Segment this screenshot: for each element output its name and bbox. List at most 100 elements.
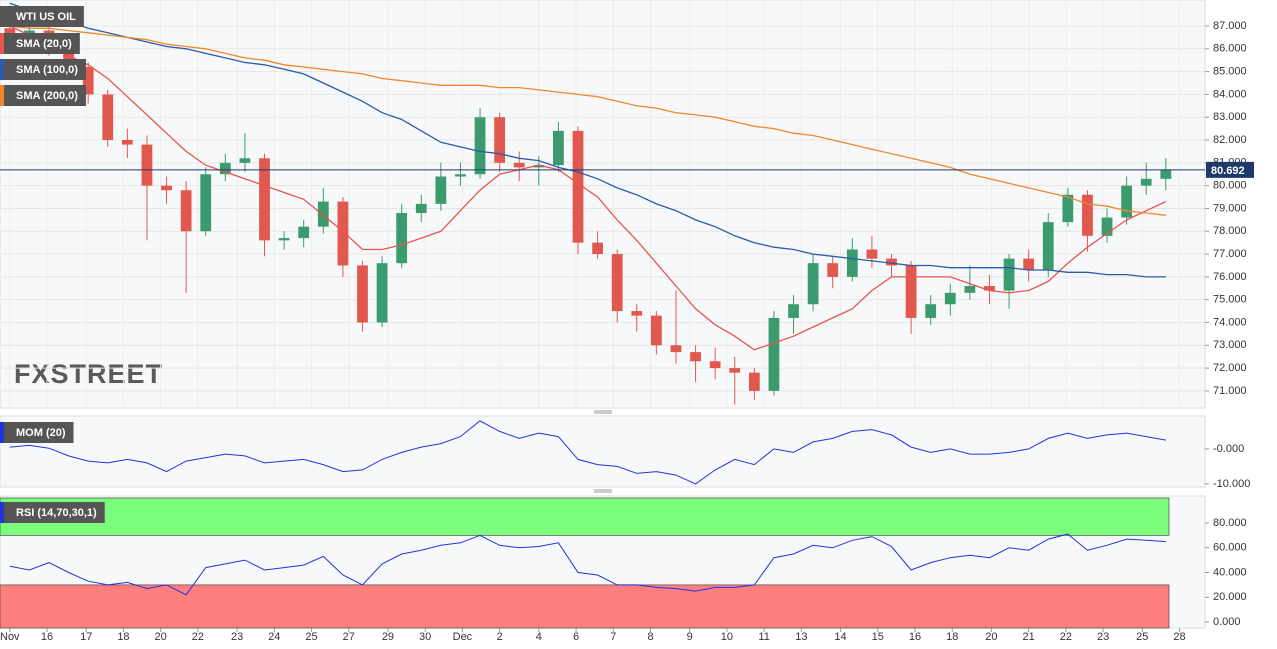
x-tick-label: 25 [305, 631, 317, 643]
x-tick-label: 18 [946, 631, 958, 643]
y-tick-label: 40.000 [1213, 566, 1247, 578]
candle-body [396, 213, 408, 264]
candle-body [650, 315, 662, 346]
y-tick-label: 80.000 [1213, 180, 1247, 192]
candle-body [592, 242, 603, 255]
legend-label: SMA (20,0) [16, 38, 72, 50]
candle-body [1140, 178, 1152, 186]
candle-body [925, 304, 937, 318]
candle-body [788, 304, 799, 318]
legend-swatch [0, 502, 4, 523]
legend-swatch [0, 422, 4, 443]
y-tick-label: 78.000 [1213, 225, 1247, 237]
x-tick-label: 29 [382, 631, 394, 643]
y-tick-label: 75.000 [1213, 294, 1247, 306]
legend-swatch [0, 85, 4, 106]
sma-line [9, 25, 1167, 351]
candle-body [886, 258, 897, 266]
x-tick-label: 2 [497, 631, 503, 643]
candle-body [494, 117, 506, 163]
legend-swatch [0, 33, 4, 54]
legend-label: WTI US OIL [16, 11, 76, 23]
y-tick-label: -10.000 [1213, 478, 1250, 490]
y-tick-label: 60.000 [1213, 542, 1247, 554]
legend-label: RSI (14,70,30,1) [16, 507, 97, 519]
candle-body [82, 67, 94, 95]
indicator-line [9, 533, 1166, 596]
candle-body [611, 254, 623, 312]
candle-body [964, 285, 976, 293]
x-tick-label: 21 [1023, 631, 1035, 643]
x-tick-label: 11 [758, 631, 769, 643]
indicator-line [9, 420, 1166, 485]
legend-item: WTI US OIL [0, 6, 84, 27]
candle-body [63, 48, 74, 68]
candle-body [572, 130, 584, 243]
candle-body [1003, 258, 1015, 291]
candle-body [827, 263, 839, 277]
candle-body [219, 162, 231, 175]
candle-body [729, 368, 741, 373]
y-tick-label: 74.000 [1213, 316, 1247, 328]
legend-box [0, 422, 74, 443]
candle-body [905, 265, 917, 318]
x-tick-label: 22 [1060, 631, 1072, 643]
resize-grip[interactable] [594, 410, 612, 414]
y-tick-label: -0.000 [1213, 443, 1244, 455]
x-tick-label: 23 [1097, 631, 1109, 643]
x-tick-label: 18 [117, 631, 129, 643]
x-tick-label: 28 [1173, 631, 1185, 643]
candle-body [553, 130, 564, 166]
candle-body [513, 162, 525, 168]
legend-box [0, 6, 84, 27]
x-tick-label: 20 [155, 631, 167, 643]
legend-swatch [0, 59, 4, 80]
y-tick-label: 20.000 [1213, 591, 1247, 603]
candle-body [435, 176, 447, 204]
legend-item: RSI (14,70,30,1) [0, 502, 105, 523]
candle-body [1023, 258, 1035, 271]
overbought-zone [0, 497, 1170, 536]
legend-item: SMA (100,0) [0, 59, 86, 80]
candle-body [984, 285, 995, 291]
candle-body [161, 185, 172, 191]
candle-body [768, 317, 780, 391]
candle-body [337, 201, 349, 266]
y-tick-label: 0.000 [1213, 616, 1241, 628]
resize-grip[interactable] [594, 489, 612, 493]
x-tick-label: 22 [192, 631, 204, 643]
candle-body [239, 158, 251, 163]
x-tick-label: 30 [419, 631, 431, 643]
watermark: FXSTREET [14, 359, 163, 389]
candle-body [141, 144, 153, 186]
y-tick-label: 76.000 [1213, 271, 1247, 283]
candle-body [121, 140, 133, 145]
y-tick-label: 79.000 [1213, 202, 1247, 214]
y-tick-label: 77.000 [1213, 248, 1247, 260]
last-price-label: 80.692 [1211, 165, 1245, 177]
y-tick-label: 72.000 [1213, 362, 1247, 374]
x-tick-label: 20 [985, 631, 997, 643]
candle-body [4, 28, 16, 38]
sma-line [9, 2, 1166, 278]
candle-body [415, 203, 427, 214]
x-tick-label: 6 [573, 631, 579, 643]
legend-item: SMA (20,0) [0, 33, 80, 54]
sma-line [9, 25, 1166, 216]
legend-label: SMA (200,0) [16, 90, 78, 102]
candle-body [102, 94, 114, 141]
candle-body [846, 249, 858, 277]
x-tick-label: 23 [231, 631, 243, 643]
x-tick-label: 27 [343, 631, 355, 643]
mom-panel [0, 415, 1206, 488]
legend-box [0, 502, 105, 523]
candle-body [748, 372, 760, 391]
x-tick-label: 8 [647, 631, 653, 643]
candle-body [1121, 185, 1133, 218]
candle-body [631, 311, 643, 316]
candle-body [1062, 194, 1074, 223]
y-tick-label: 86.000 [1213, 43, 1247, 55]
legend-box [0, 85, 86, 106]
candle-body [670, 345, 682, 353]
candle-body [357, 265, 368, 323]
